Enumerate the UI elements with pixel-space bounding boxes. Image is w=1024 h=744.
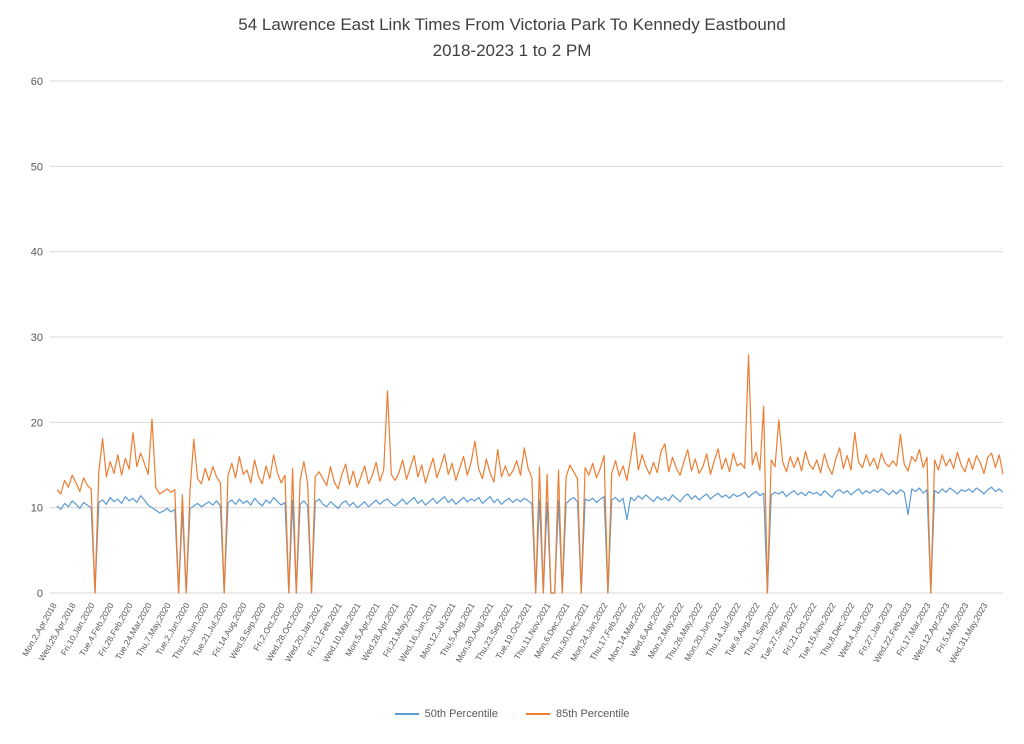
y-tick-label: 20 bbox=[31, 417, 43, 429]
y-tick-label: 60 bbox=[31, 76, 43, 88]
chart-title-line1: 54 Lawrence East Link Times From Victori… bbox=[238, 15, 786, 34]
y-tick-label: 40 bbox=[31, 247, 43, 259]
y-tick-label: 50 bbox=[31, 161, 43, 173]
y-tick-label: 30 bbox=[31, 332, 43, 344]
legend-line-icon bbox=[526, 713, 550, 715]
chart-legend: 50th Percentile 85th Percentile bbox=[0, 708, 1024, 720]
y-tick-label: 10 bbox=[31, 503, 43, 515]
y-tick-label: 0 bbox=[37, 588, 43, 600]
legend-label-50th-percentile: 50th Percentile bbox=[424, 708, 498, 720]
series-line-85th-percentile bbox=[56, 354, 1004, 594]
legend-item-85th-percentile: 85th Percentile bbox=[526, 708, 629, 720]
legend-label-85th-percentile: 85th Percentile bbox=[556, 708, 630, 720]
series-line-50th-percentile bbox=[56, 486, 1004, 594]
chart-title: 54 Lawrence East Link Times From Victori… bbox=[0, 12, 1024, 64]
legend-item-50th-percentile: 50th Percentile bbox=[394, 708, 498, 720]
legend-line-icon bbox=[394, 713, 419, 715]
chart-title-line2: 2018-2023 1 to 2 PM bbox=[432, 41, 592, 60]
